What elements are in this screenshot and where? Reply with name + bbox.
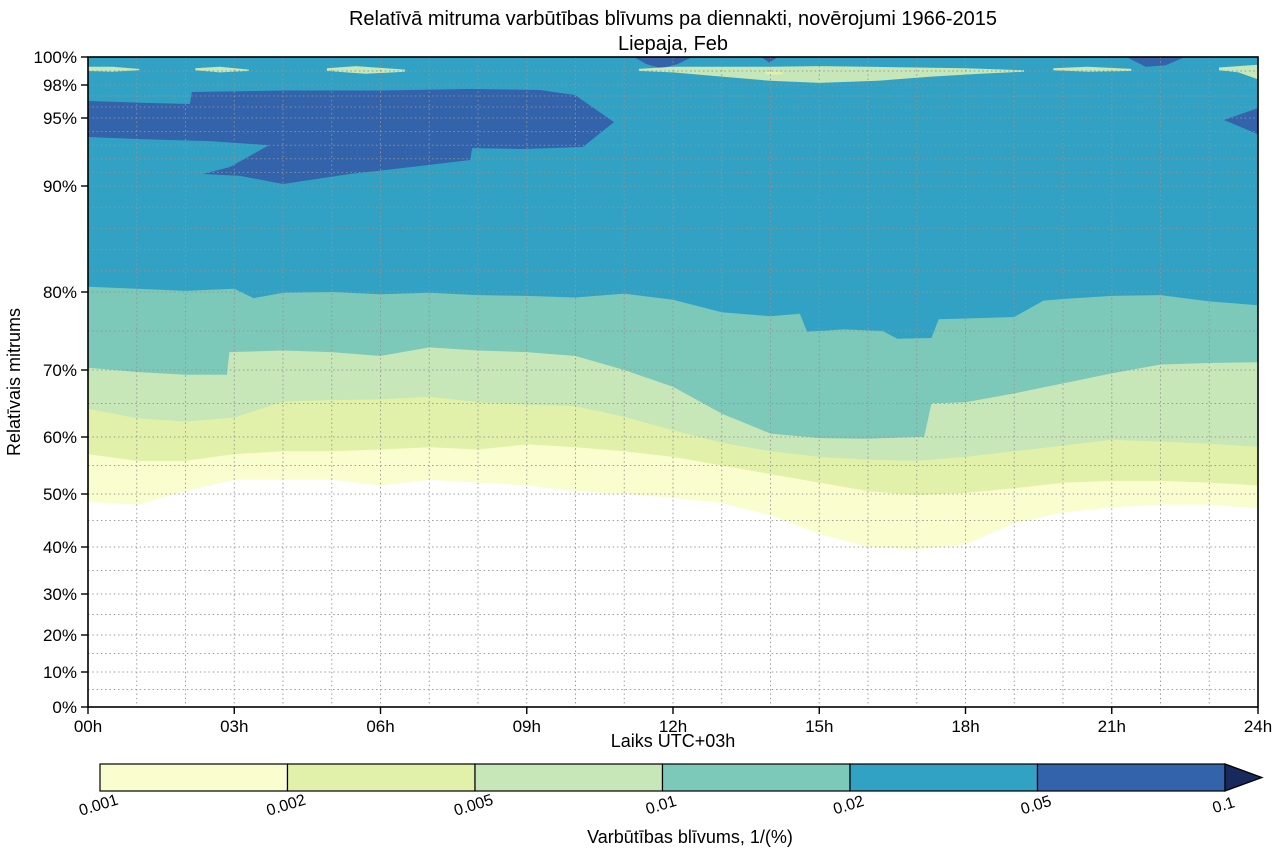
colorbar-segment-0.01 (661, 763, 851, 792)
x-tick-label: 24h (1244, 717, 1272, 736)
chart-subtitle: Liepaja, Feb (618, 33, 728, 55)
colorbar-label: Varbūtības blīvums, 1/(%) (587, 827, 793, 847)
streak-00h (88, 66, 140, 72)
chart-title: Relatīvā mitruma varbūtības blīvums pa d… (349, 8, 997, 30)
x-tick-label: 15h (805, 717, 833, 736)
y-tick-label: 30% (43, 585, 77, 604)
colorbar-segment-0.002 (286, 763, 476, 792)
x-tick-label: 12h (659, 717, 687, 736)
streak-06h (326, 66, 405, 74)
y-tick-label: 90% (43, 177, 77, 196)
colorbar-arrow (1224, 763, 1264, 792)
plot-area: 100%98%95%90%80%70%60%50%40%30%20%10%0%0… (34, 48, 1273, 736)
y-tick-label: 50% (43, 485, 77, 504)
tick-labels: 100%98%95%90%80%70%60%50%40%30%20%10%0%0… (34, 48, 1273, 736)
colorbar-segment-0.02 (849, 763, 1039, 792)
y-tick-label: 20% (43, 626, 77, 645)
top-edge-patch-14h (760, 57, 778, 63)
gridlines (88, 57, 1258, 707)
main-morning-blob (88, 89, 614, 184)
colorbar: 0.001 0.002 0.005 0.01 0.02 0.05 0.1 (77, 763, 1264, 820)
x-tick-label: 21h (1098, 717, 1126, 736)
top-edge-patch-22h (1126, 57, 1185, 67)
y-tick-label: 0% (52, 698, 77, 717)
y-tick-label: 40% (43, 538, 77, 557)
x-tick-label: 03h (220, 717, 248, 736)
x-tick-label: 00h (74, 717, 102, 736)
y-tick-label: 100% (34, 48, 77, 67)
colorbar-tick-label: 0.05 (1019, 793, 1054, 818)
x-tick-label: 18h (951, 717, 979, 736)
x-axis-label: Laiks UTC+03h (611, 731, 736, 751)
y-tick-label: 98% (43, 76, 77, 95)
streak-24h (1219, 64, 1258, 80)
y-tick-label: 70% (43, 361, 77, 380)
colorbar-tick-label: 0.002 (265, 792, 308, 820)
right-edge-blob (1223, 108, 1258, 135)
colorbar-tick-label: 0.001 (77, 792, 120, 820)
colorbar-tick-label: 0.005 (452, 792, 495, 820)
top-edge-patch-noon (634, 57, 693, 69)
colorbar-segment-0.005 (474, 763, 664, 792)
colorbar-segment-0.05 (1036, 763, 1226, 792)
y-tick-label: 95% (43, 109, 77, 128)
y-axis-label: Relatīvais mitrums (4, 308, 24, 456)
x-tick-label: 06h (366, 717, 394, 736)
streak-afternoon (638, 66, 1024, 83)
ticks (81, 56, 1259, 714)
colorbar-segment-0.001 (99, 763, 289, 792)
y-tick-label: 10% (43, 663, 77, 682)
streak-dash-14h (765, 71, 783, 75)
colorbar-tick-label: 0.01 (644, 793, 679, 818)
x-tick-label: 09h (513, 717, 541, 736)
y-tick-label: 60% (43, 428, 77, 447)
y-tick-label: 80% (43, 283, 77, 302)
colorbar-tick-label: 0.1 (1211, 794, 1237, 817)
colorbar-tick-label: 0.02 (831, 793, 866, 818)
